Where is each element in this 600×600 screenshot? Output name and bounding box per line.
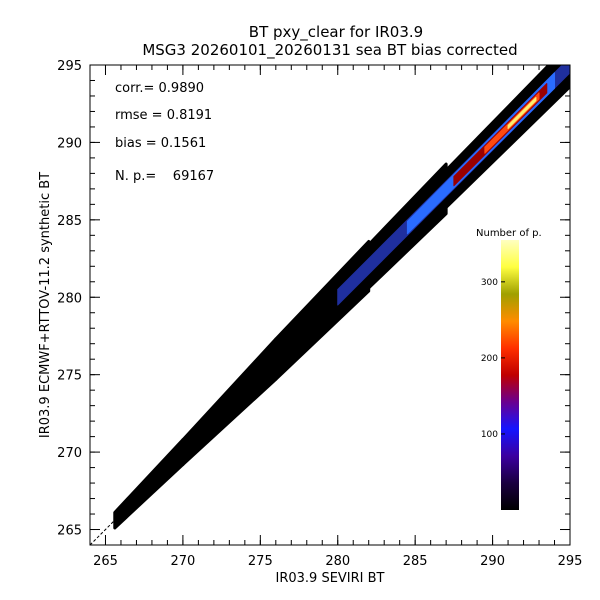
colorbar-gradient	[501, 240, 519, 510]
x-tick-label: 290	[480, 554, 505, 569]
colorbar-tick-label: 100	[481, 430, 498, 440]
y-tick-label: 270	[57, 446, 82, 461]
plot-area	[89, 65, 570, 546]
stat-rmse: rmse = 0.8191	[115, 108, 212, 123]
density-band	[181, 337, 278, 466]
stat-corr: corr.= 0.9890	[115, 81, 204, 96]
x-tick-label: 295	[558, 554, 583, 569]
stats-box: corr.= 0.9890 rmse = 0.8191 bias = 0.156…	[115, 81, 214, 184]
colorbar-tick-label: 300	[481, 278, 498, 288]
colorbar-title: Number of p.	[476, 228, 542, 239]
density-band	[113, 438, 185, 530]
x-tick-label: 280	[325, 554, 350, 569]
x-tick-label: 270	[170, 554, 195, 569]
y-tick-label: 295	[57, 59, 82, 74]
chart-subtitle: MSG3 20260101_20260131 sea BT bias corre…	[142, 41, 517, 60]
y-axis-label: IR03.9 ECMWF+RTTOV-11.2 synthetic BT	[38, 172, 53, 438]
density-band	[507, 97, 537, 129]
x-tick-label: 275	[248, 554, 273, 569]
stat-npoints: N. p.= 69167	[115, 169, 214, 184]
stat-bias: bias = 0.1561	[115, 136, 206, 151]
y-tick-label: 285	[57, 214, 82, 229]
colorbar: Number of p. 100 200 300	[476, 228, 542, 510]
x-tick-label: 285	[403, 554, 428, 569]
x-axis-label: IR03.9 SEVIRI BT	[276, 571, 385, 586]
density-band	[274, 240, 371, 381]
plot-frame	[89, 64, 571, 546]
chart-title: BT pxy_clear for IR03.9	[249, 23, 423, 42]
y-tick-label: 265	[57, 524, 82, 539]
y-tick-label: 275	[57, 369, 82, 384]
colorbar-tick-label: 200	[481, 354, 498, 364]
y-axis: 265 270 275 280 285 290 295	[57, 59, 570, 546]
one-to-one-line	[89, 519, 116, 546]
x-tick-label: 265	[93, 554, 118, 569]
x-axis: 265 270 275 280 285 290 295	[89, 65, 583, 569]
y-tick-label: 290	[57, 136, 82, 151]
y-tick-label: 280	[57, 291, 82, 306]
